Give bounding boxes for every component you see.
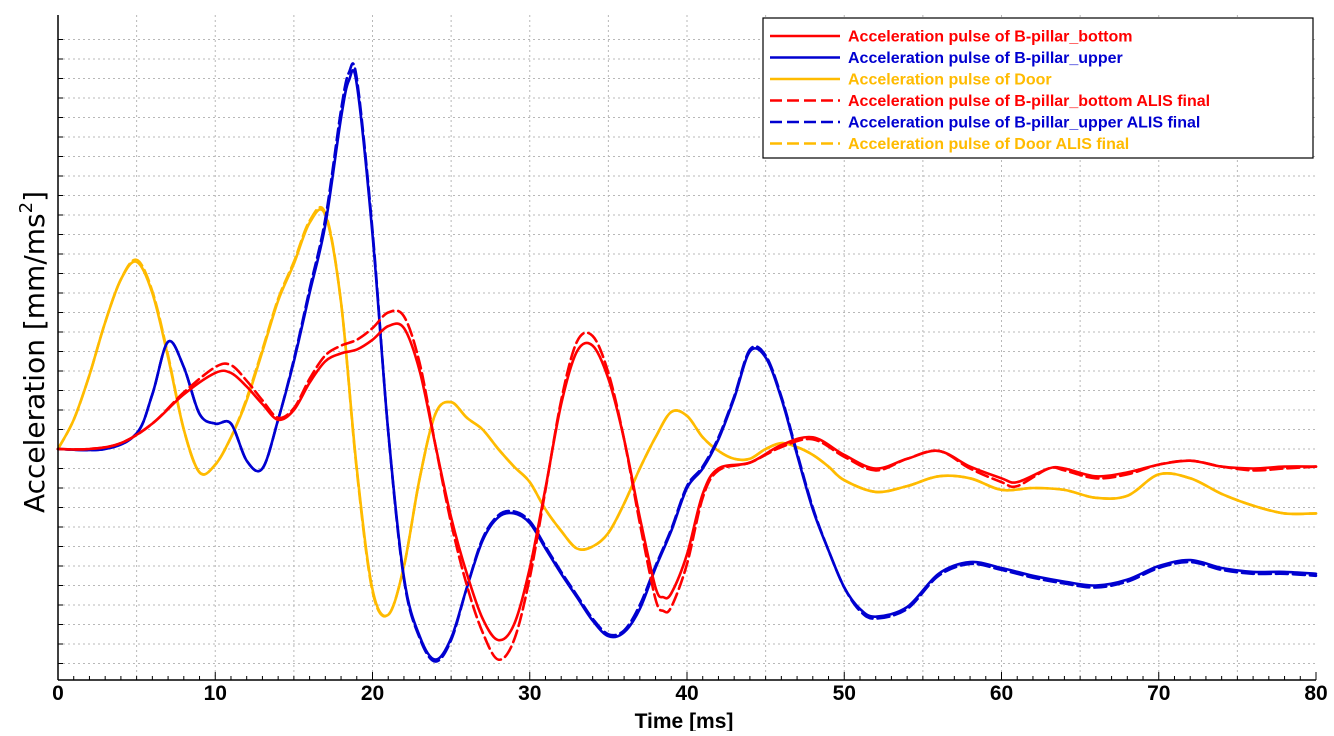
x-tick-label: 40: [675, 682, 698, 705]
series-line-1: [56, 322, 1318, 642]
y-axis-label: Acceleration [mm/ms2]: [16, 191, 51, 513]
x-tick-label: 10: [204, 682, 227, 705]
legend-box: [762, 17, 1314, 159]
y-axis-label-main: Acceleration [mm/ms: [18, 213, 51, 513]
legend-label: Acceleration pulse of B-pillar_bottom AL…: [848, 93, 1210, 110]
x-tick-label: 50: [833, 682, 856, 705]
x-axis-label: Time [ms]: [635, 710, 734, 731]
legend-label: Acceleration pulse of B-pillar_bottom: [848, 29, 1132, 46]
legend-label: Acceleration pulse of Door ALIS final: [848, 136, 1129, 153]
legend-label: Acceleration pulse of B-pillar_upper ALI…: [848, 115, 1200, 132]
legend-label: Acceleration pulse of B-pillar_upper: [848, 50, 1123, 67]
legend: Acceleration pulse of B-pillar_bottom Acc…: [762, 17, 1314, 159]
x-tick-label: 60: [990, 682, 1013, 705]
series-group: [56, 62, 1318, 663]
x-tick-labels: 0 10 20 30 40 50 60 70 80: [52, 682, 1328, 705]
y-axis-label-end: ]: [18, 191, 51, 202]
legend-label: Acceleration pulse of Door: [848, 72, 1052, 89]
x-tick-label: 20: [361, 682, 384, 705]
axes: [57, 15, 1316, 681]
x-tick-label: 0: [52, 682, 64, 705]
x-tick-label: 80: [1304, 682, 1327, 705]
y-axis-label-superscript: 2: [16, 202, 37, 213]
x-tick-label: 70: [1147, 682, 1170, 705]
series-line-6: [56, 206, 1318, 618]
x-tick-label: 30: [518, 682, 541, 705]
series-line-4: [56, 309, 1318, 661]
